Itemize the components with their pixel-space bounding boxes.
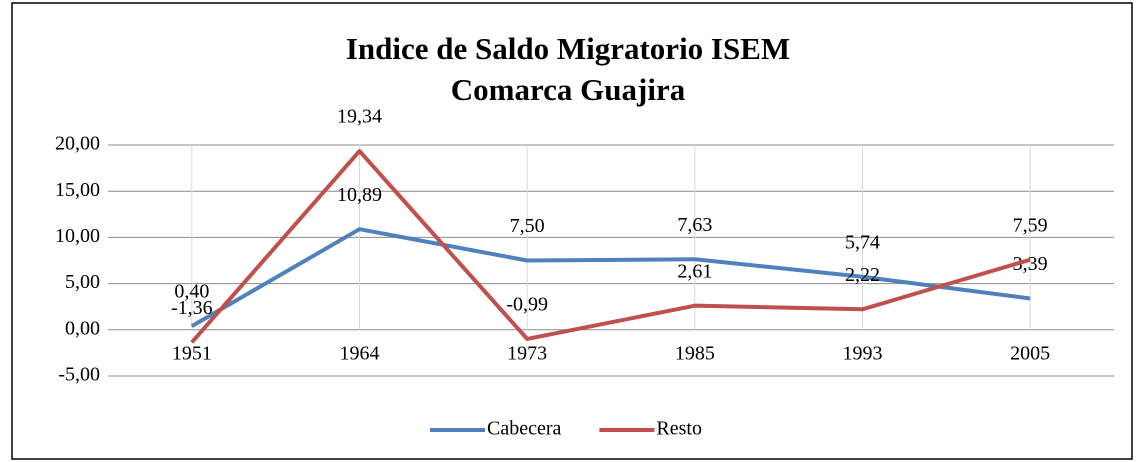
data-label: -1,36	[171, 297, 213, 319]
data-label: 7,63	[677, 214, 712, 236]
legend-label: Resto	[656, 418, 702, 440]
y-tick-label: 15,00	[55, 179, 100, 201]
legend-label: Cabecera	[487, 418, 562, 440]
x-tick-label: 1964	[340, 342, 380, 364]
series-line	[190, 227, 1031, 328]
data-label: 2,61	[677, 260, 712, 282]
data-label: 10,89	[337, 184, 382, 206]
data-label: 19,34	[337, 106, 382, 128]
y-tick-label: 0,00	[65, 317, 100, 339]
data-label: 7,59	[1013, 214, 1048, 236]
x-tick-label: 1951	[172, 342, 212, 364]
chart-title: Comarca Guajira	[451, 72, 686, 107]
series-line	[190, 149, 1031, 344]
y-tick-label: 5,00	[65, 271, 100, 293]
data-label: 0,40	[174, 281, 209, 303]
x-tick-label: 1993	[843, 342, 883, 364]
data-label: 5,74	[845, 231, 880, 253]
data-label: -0,99	[506, 294, 548, 316]
x-tick-label: 1985	[675, 342, 715, 364]
chart-frame	[11, 2, 1133, 460]
y-tick-label: 10,00	[55, 225, 100, 247]
data-label: 2,22	[845, 264, 880, 286]
x-tick-label: 1973	[507, 342, 547, 364]
x-tick-label: 2005	[1010, 342, 1050, 364]
y-tick-label: -5,00	[58, 364, 100, 386]
data-label: 3,39	[1013, 253, 1048, 275]
chart-title: Indice de Saldo Migratorio ISEM	[346, 31, 790, 66]
data-label: 7,50	[510, 215, 545, 237]
y-tick-label: 20,00	[55, 133, 100, 155]
